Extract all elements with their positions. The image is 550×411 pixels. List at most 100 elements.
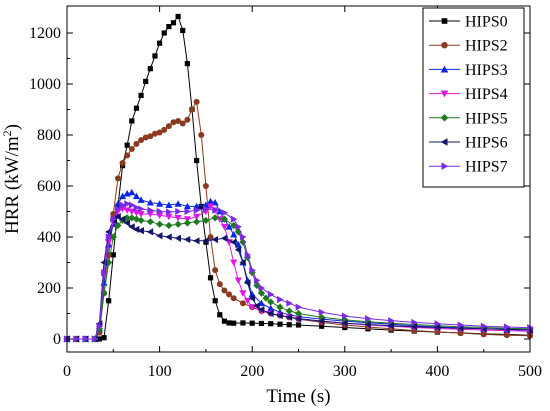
data-point-hips5: [253, 281, 261, 290]
data-point-hips2: [156, 129, 163, 136]
data-point-hips7: [147, 206, 154, 214]
x-axis-title: Time (s): [266, 386, 330, 407]
data-point-hips0: [124, 142, 130, 148]
legend: HIPS0 HIPS2 HIPS3 HIPS4 HIPS5 HIPS6 HIPS7: [422, 7, 525, 188]
x-tick-label: 300: [333, 363, 357, 380]
x-tick-label: 0: [63, 363, 71, 380]
data-point-hips7: [341, 312, 349, 320]
data-point-hips2: [193, 98, 200, 105]
data-point-hips6: [137, 227, 144, 235]
data-point-hips2: [221, 287, 228, 294]
legend-label: HIPS0: [465, 14, 508, 31]
data-point-hips6: [387, 322, 394, 330]
y-axis-title: HRR (kW/m2): [0, 124, 23, 234]
data-point-hips2: [503, 332, 510, 339]
data-point-hips3: [230, 230, 238, 238]
data-point-hips5: [257, 289, 266, 297]
data-point-hips3: [137, 196, 145, 203]
legend-marker-hips4: [440, 90, 449, 98]
data-point-hips6: [433, 323, 441, 332]
data-point-hips3: [156, 200, 164, 207]
data-point-hips2: [138, 137, 145, 144]
data-point-hips4: [239, 290, 247, 297]
legend-label: HIPS3: [465, 62, 508, 79]
data-point-hips3: [146, 198, 154, 206]
data-point-hips7: [91, 335, 99, 343]
data-point-hips7: [267, 290, 275, 298]
data-point-hips0: [207, 275, 214, 281]
x-tick-label: 100: [148, 363, 172, 380]
data-point-hips2: [184, 116, 191, 123]
data-point-hips0: [110, 252, 116, 258]
x-tick-label: 200: [240, 363, 264, 380]
data-point-hips7: [101, 269, 108, 277]
data-point-hips7: [411, 318, 418, 327]
data-point-hips5: [294, 309, 303, 318]
legend-marker-hips3: [440, 65, 449, 73]
data-point-hips4: [165, 213, 173, 221]
legend-label: HIPS4: [465, 86, 508, 103]
data-point-hips5: [364, 318, 372, 326]
data-point-hips5: [100, 289, 108, 297]
data-point-hips0: [129, 118, 135, 124]
data-point-hips6: [193, 237, 200, 245]
y-tick-label: 200: [37, 280, 61, 297]
data-point-hips6: [183, 235, 191, 244]
data-point-hips6: [243, 279, 251, 287]
legend-marker-hips0: [441, 18, 448, 24]
data-point-hips3: [165, 201, 173, 209]
legend-item-hips3: HIPS3: [429, 62, 508, 79]
data-point-hips7: [128, 201, 136, 209]
data-point-hips2: [212, 267, 219, 274]
data-point-hips2: [124, 152, 131, 159]
data-point-hips0: [258, 320, 265, 327]
data-point-hips0: [231, 320, 237, 326]
data-point-hips6: [276, 311, 283, 320]
data-point-hips0: [101, 335, 107, 341]
data-point-hips2: [216, 281, 223, 288]
legend-item-hips0: HIPS0: [429, 14, 508, 31]
data-point-hips4: [230, 259, 238, 267]
data-point-hips7: [365, 315, 372, 323]
legend-marker-hips5: [440, 114, 449, 122]
data-point-hips6: [248, 294, 256, 302]
data-point-hips0: [221, 318, 228, 324]
data-point-hips2: [480, 331, 487, 338]
data-point-hips0: [198, 203, 204, 209]
y-tick-label: 1200: [29, 25, 61, 42]
ticks-layer: 0 100 200 300 400 500 0 200 400 600 800 1000 1200: [29, 6, 542, 380]
data-point-hips0: [184, 61, 190, 67]
data-point-hips0: [147, 66, 153, 72]
data-point-hips7: [82, 335, 90, 343]
y-tick-label: 800: [37, 127, 61, 144]
data-point-hips4: [137, 211, 145, 218]
data-point-hips7: [240, 233, 247, 241]
data-point-hips0: [166, 24, 172, 30]
legend-box: [422, 7, 525, 188]
data-point-hips6: [165, 233, 172, 241]
data-point-hips5: [262, 294, 270, 302]
data-point-hips7: [203, 205, 210, 213]
data-point-hips3: [183, 202, 191, 210]
series-line-hips7: [67, 203, 531, 340]
data-point-hips2: [207, 234, 214, 240]
data-point-hips2: [226, 291, 233, 298]
data-point-hips7: [165, 208, 173, 216]
series-layer: [63, 13, 534, 343]
data-point-hips6: [239, 258, 246, 267]
data-point-hips0: [180, 27, 186, 34]
data-point-hips2: [175, 117, 182, 124]
y-tick-label: 1000: [29, 76, 61, 93]
y-axis-title-close: ): [2, 124, 23, 130]
legend-label: HIPS7: [465, 159, 508, 176]
data-point-hips7: [434, 320, 441, 328]
data-point-hips5: [193, 218, 201, 226]
data-point-hips3: [128, 188, 136, 196]
data-point-hips7: [286, 299, 293, 307]
data-point-hips0: [268, 321, 274, 327]
data-point-hips2: [457, 330, 464, 337]
data-point-hips6: [156, 232, 163, 240]
data-point-hips0: [226, 320, 232, 326]
data-point-hips2: [179, 120, 186, 127]
data-point-hips2: [239, 300, 246, 307]
